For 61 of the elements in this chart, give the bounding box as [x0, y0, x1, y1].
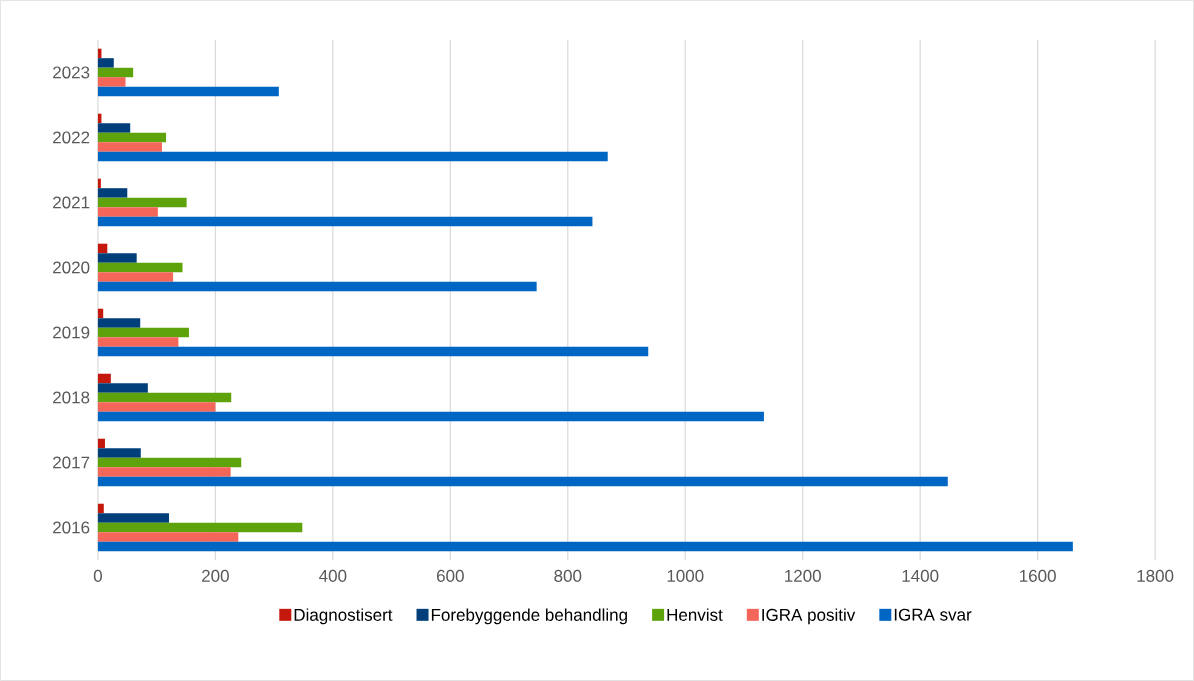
y-tick-label: 2023: [53, 66, 90, 79]
bar: [97, 253, 137, 263]
x-tick-label: 800: [554, 569, 582, 582]
legend-label: IGRA positiv: [762, 608, 856, 625]
x-tick-label: 1000: [667, 569, 704, 582]
y-tick-label: 2017: [53, 456, 90, 469]
legend-label: Diagnostisert: [294, 608, 393, 625]
bar: [97, 58, 114, 68]
bar: [97, 272, 174, 282]
y-tick-label: 2019: [53, 326, 90, 339]
bar: [97, 448, 141, 458]
legend-label: Henvist: [667, 608, 723, 621]
bar: [97, 541, 1073, 552]
bar: [97, 411, 764, 422]
bar: [97, 346, 649, 357]
bar: [97, 513, 169, 523]
y-tick-label: 2022: [53, 131, 90, 144]
x-tick-label: 1400: [902, 569, 939, 582]
bar: [97, 392, 232, 403]
bar: [97, 216, 593, 227]
bar: [97, 476, 948, 487]
bar: [97, 522, 303, 533]
bar: [97, 327, 189, 338]
legend-label: Forebyggende behandling: [431, 608, 627, 625]
bar: [97, 373, 111, 384]
x-tick-label: 1200: [785, 569, 821, 582]
bar: [97, 243, 108, 254]
legend-label: IGRA svar: [894, 608, 972, 621]
y-tick-label: 2020: [53, 261, 90, 274]
bar: [97, 197, 187, 208]
bar: [97, 67, 134, 78]
bar: [97, 383, 148, 393]
bar: [97, 142, 162, 152]
bar: [97, 86, 279, 97]
bar: [97, 262, 183, 273]
bar: [97, 178, 101, 189]
bar: [97, 503, 104, 514]
bar: [97, 532, 239, 542]
bar: [97, 281, 537, 292]
bar: [97, 207, 158, 217]
x-tick-label: 1600: [1020, 569, 1056, 582]
x-tick-label: 200: [202, 569, 229, 582]
y-tick-label: 2018: [53, 391, 90, 404]
bar: [97, 77, 126, 87]
x-tick-label: 400: [319, 569, 347, 582]
bar: [97, 402, 216, 412]
bar: [97, 308, 104, 319]
bar: [97, 318, 141, 328]
bar: [97, 132, 167, 143]
bar: [97, 123, 131, 133]
bar: [97, 467, 231, 477]
bar: [97, 151, 608, 162]
bar: [97, 337, 179, 347]
x-tick-label: 0: [93, 569, 102, 582]
x-tick-label: 1800: [1137, 569, 1174, 582]
bar: [97, 188, 128, 198]
bar: [97, 457, 242, 468]
bar: [97, 438, 105, 449]
y-tick-label: 2016: [53, 521, 90, 534]
y-tick-label: 2021: [53, 196, 90, 209]
x-tick-label: 600: [436, 569, 464, 582]
